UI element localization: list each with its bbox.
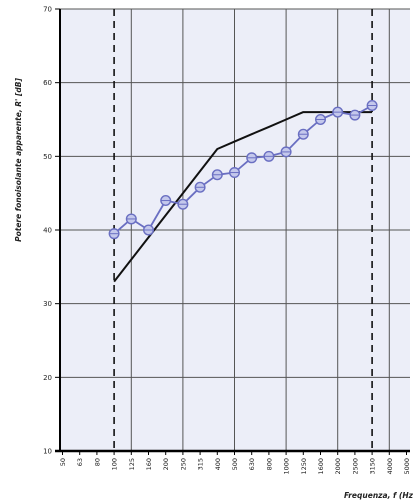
x-tick-label-160: 160 xyxy=(145,458,153,470)
y-tick-label-60: 60 xyxy=(43,79,52,87)
x-tick-label-3150: 3150 xyxy=(369,458,377,475)
x-tick-labels: 50 63 80 100 125 160 200 250 315 400 500 630 800 1000… xyxy=(59,458,411,475)
x-tick-label-315: 315 xyxy=(197,458,205,470)
x-tick-label-250: 250 xyxy=(179,458,187,470)
x-tick-label-50: 50 xyxy=(59,458,67,466)
axes xyxy=(55,9,410,455)
y-tick-label-20: 20 xyxy=(43,374,52,382)
x-tick-label-1600: 1600 xyxy=(317,458,325,475)
x-tick-label-125: 125 xyxy=(128,458,136,470)
x-tick-label-5000: 5000 xyxy=(403,458,411,475)
x-tick-label-200: 200 xyxy=(162,458,170,470)
x-tick-label-1000: 1000 xyxy=(283,458,291,475)
y-tick-label-50: 50 xyxy=(43,153,52,161)
series-layer xyxy=(108,100,378,283)
x-tick-label-100: 100 xyxy=(111,458,119,470)
x-tick-label-1250: 1250 xyxy=(300,458,308,475)
x-tick-label-2500: 2500 xyxy=(351,458,359,475)
y-tick-labels: 10 20 30 40 50 60 70 xyxy=(43,6,52,456)
y-tick-label-40: 40 xyxy=(43,227,52,235)
x-tick-label-500: 500 xyxy=(231,458,239,470)
x-tick-label-800: 800 xyxy=(265,458,273,470)
x-tick-label-4000: 4000 xyxy=(386,458,394,475)
x-tick-label-63: 63 xyxy=(76,458,84,466)
x-tick-label-400: 400 xyxy=(214,458,222,470)
reference-series-line xyxy=(113,111,373,283)
y-tick-label-10: 10 xyxy=(43,448,52,456)
x-axis-label: Frequenza, f (Hz xyxy=(344,491,414,500)
y-tick-label-70: 70 xyxy=(43,6,52,14)
x-tick-label-630: 630 xyxy=(248,458,256,470)
x-tick-label-80: 80 xyxy=(93,458,101,466)
y-axis-label: Potere fonoisolante apparente, R' [dB] xyxy=(14,78,23,242)
x-tick-label-2000: 2000 xyxy=(334,458,342,475)
y-tick-label-30: 30 xyxy=(43,300,52,308)
measured-series-line xyxy=(113,104,373,235)
vertical-gridlines xyxy=(130,9,390,451)
